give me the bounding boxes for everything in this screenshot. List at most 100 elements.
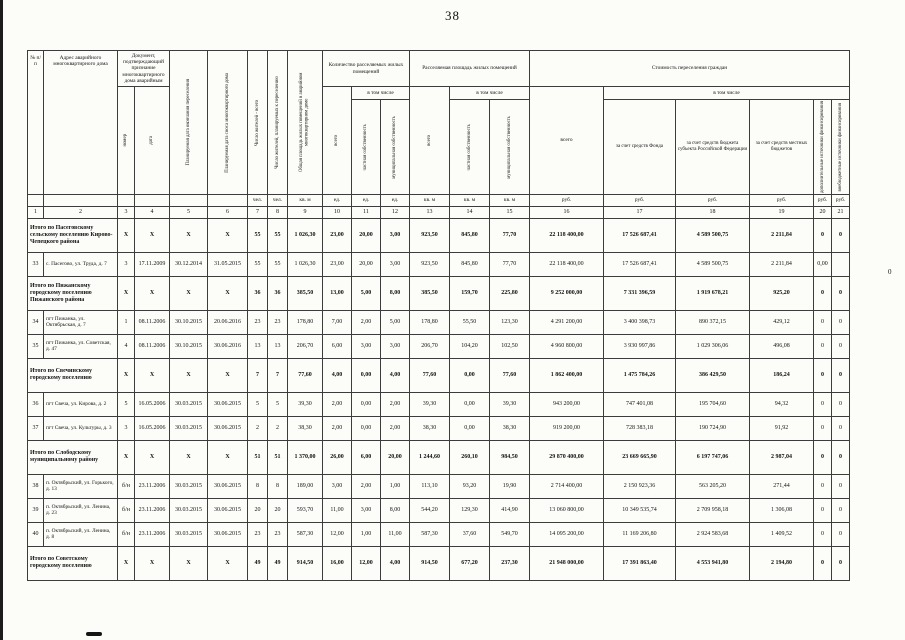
data-cell-col-4: Х (134, 217, 170, 253)
header-total-area: Общая площадь жилых помещений в аварийно… (287, 50, 323, 195)
unit-cell: ед. (380, 193, 410, 207)
unit-cell: руб. (603, 193, 676, 207)
data-cell-col-14: 129,30 (449, 497, 490, 523)
data-cell-col-18: 563 205,20 (675, 473, 750, 499)
header-row-groups: № п/п Адрес аварийного многоквартирного … (27, 50, 850, 195)
data-cell-col-3: Х (117, 275, 135, 311)
house-row: 40 п. Октябрьский, ул. Ленина, д. 8 б/н 23.… (27, 521, 850, 547)
data-cell-col-7: 36 (247, 275, 268, 311)
data-cell-col-18: 190 724,90 (675, 415, 750, 441)
data-cell-col-12: 11,00 (380, 521, 410, 547)
data-cell-col-6: 30.06.2015 (207, 391, 248, 417)
data-cell-col-8: 23 (267, 521, 288, 547)
house-address: п. Октябрьский, ул. Ленина, д. 23 (43, 497, 118, 523)
data-cell-col-12: 2,00 (380, 415, 410, 441)
house-row: 36 пгт Свеча, ул. Кирова, д. 2 5 16.05.2006… (27, 391, 850, 417)
data-cell-col-7: 20 (247, 497, 268, 523)
scan-artifact-bottom-mark (86, 632, 102, 636)
house-address: пгт Свеча, ул. Кирова, д. 2 (43, 391, 118, 417)
total-row: Итого по Слободскому муниципальному райо… (27, 439, 850, 475)
header-doc-number-label: номер (123, 134, 129, 147)
header-total-area-label: Общая площадь жилых помещений в аварийно… (299, 72, 310, 173)
data-cell-col-18: 6 197 747,06 (675, 439, 750, 475)
data-cell-col-19: 496,08 (749, 333, 814, 359)
data-cell-col-14: 0,00 (449, 357, 490, 393)
data-cell-col-8: 23 (267, 309, 288, 335)
data-cell-col-16: 21 948 000,00 (529, 545, 604, 581)
data-cell-col-6: 30.06.2016 (207, 333, 248, 359)
header-area-group: Расселяемая площадь жилых помещений (409, 50, 530, 87)
data-cell-col-13: 113,10 (409, 473, 450, 499)
header-area-private: частная собственность (449, 99, 490, 195)
data-cell-col-17: 3 930 997,86 (603, 333, 676, 359)
data-cell-col-16: 919 200,00 (529, 415, 604, 441)
data-cell-col-19: 271,44 (749, 473, 814, 499)
data-cell-col-21: 0 (831, 217, 850, 253)
data-cell-col-14: 104,20 (449, 333, 490, 359)
data-cell-col-9: 1 370,00 (287, 439, 323, 475)
total-row-label: Итого по Слободскому муниципальному райо… (27, 439, 118, 475)
data-cell-col-20: 0 (813, 473, 832, 499)
header-area-private-label: частная собственность (466, 123, 472, 171)
data-cell-col-5: Х (169, 357, 208, 393)
data-cell-col-14: 845,80 (449, 217, 490, 253)
data-cell-col-8: 5 (267, 391, 288, 417)
data-cell-col-18: 386 429,50 (675, 357, 750, 393)
data-cell-col-8: 51 (267, 439, 288, 475)
data-cell-col-15: 984,50 (489, 439, 530, 475)
data-cell-col-20: 0 (813, 521, 832, 547)
unit-cell: чел. (267, 193, 288, 207)
data-cell-col-10: 3,00 (322, 473, 352, 499)
data-cell-col-17: 3 400 398,73 (603, 309, 676, 335)
data-cell-col-12: 8,00 (380, 497, 410, 523)
data-cell-col-18: 4 553 941,80 (675, 545, 750, 581)
data-cell-col-20: 0 (813, 357, 832, 393)
data-cell-col-19: 1 306,08 (749, 497, 814, 523)
row-number: 33 (27, 251, 44, 277)
data-cell-col-13: 587,30 (409, 521, 450, 547)
data-cell-col-11: 2,00 (351, 473, 381, 499)
data-cell-col-7: 5 (247, 391, 268, 417)
unit-cell: руб. (675, 193, 750, 207)
row-number: 36 (27, 391, 44, 417)
header-area-total-label: всего (426, 135, 432, 146)
scan-artifact-stray-zero: 0 (888, 268, 892, 276)
data-cell-col-4: Х (134, 275, 170, 311)
unit-cell: ед. (322, 193, 352, 207)
data-cell-col-11: 20,00 (351, 251, 381, 277)
unit-cell: кв. м (449, 193, 490, 207)
header-units-municipal-label: муниципальная собственность (392, 115, 398, 179)
column-number: 11 (351, 205, 381, 219)
data-cell-col-18: 195 704,60 (675, 391, 750, 417)
header-cost-extrabudget: внебюджетные источники финансирования (831, 99, 850, 195)
data-cell-col-21: 0 (831, 391, 850, 417)
header-residents-relocated-label: Число жителей, планируемых к переселению (274, 76, 280, 169)
data-cell-col-13: 923,50 (409, 251, 450, 277)
data-cell-col-17: 23 669 665,90 (603, 439, 676, 475)
data-cell-col-4: 08.11.2006 (134, 333, 170, 359)
column-number: 10 (322, 205, 352, 219)
unit-cell: руб. (831, 193, 850, 207)
data-cell-col-15: 38,30 (489, 415, 530, 441)
column-number: 3 (117, 205, 135, 219)
data-cell-col-11: 6,00 (351, 439, 381, 475)
data-cell-col-7: 13 (247, 333, 268, 359)
data-cell-col-10: 23,00 (322, 251, 352, 277)
data-cell-col-4: 08.11.2006 (134, 309, 170, 335)
data-cell-col-10: 4,00 (322, 357, 352, 393)
column-number: 1 (27, 205, 44, 219)
data-cell-col-14: 260,10 (449, 439, 490, 475)
data-cell-col-10: 16,00 (322, 545, 352, 581)
column-number: 9 (287, 205, 323, 219)
data-cell-col-13: 77,60 (409, 357, 450, 393)
data-cell-col-18: 2 709 958,18 (675, 497, 750, 523)
header-document-group: Документ, подтверждающий признание много… (117, 50, 170, 87)
data-cell-col-12: 4,00 (380, 357, 410, 393)
data-cell-col-13: 39,30 (409, 391, 450, 417)
data-cell-col-19: 2 194,80 (749, 545, 814, 581)
header-cost-local-budget: за счет средств местных бюджетов (749, 99, 814, 195)
data-cell-col-6: Х (207, 357, 248, 393)
data-cell-col-7: 23 (247, 309, 268, 335)
data-cell-col-7: 7 (247, 357, 268, 393)
data-cell-col-21 (831, 251, 850, 277)
